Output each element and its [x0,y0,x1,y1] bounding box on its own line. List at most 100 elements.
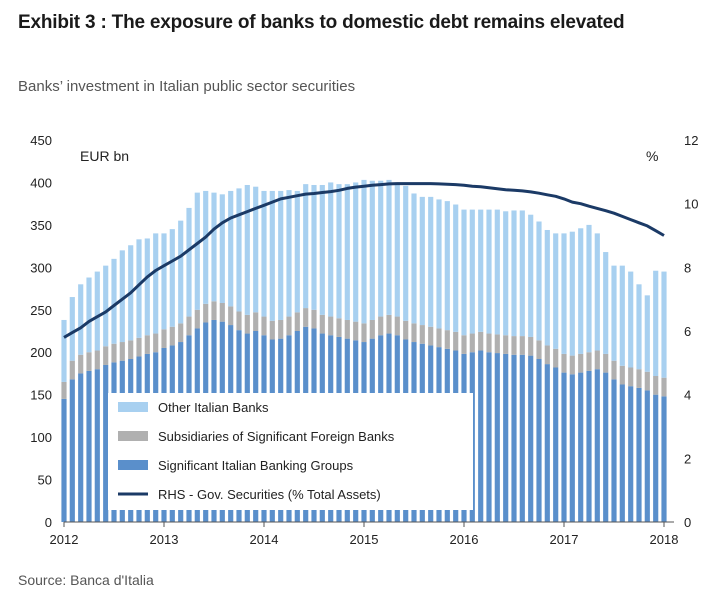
bar-significant [586,370,592,522]
bar-other [244,184,250,315]
bar-other [544,229,550,346]
legend-swatch-subsidiaries [118,431,148,441]
bar-other [261,190,267,317]
bar-subsidiaries [286,316,292,336]
bar-other [144,238,150,336]
bar-subsidiaries [611,360,617,380]
bar-subsidiaries [436,328,442,348]
bar-subsidiaries [269,320,275,340]
bar-subsidiaries [136,337,142,357]
bar-subsidiaries [294,312,300,331]
bar-other [111,258,117,344]
bar-subsidiaries [419,325,425,344]
bar-subsidiaries [553,348,559,368]
bar-other [136,239,142,338]
bar-other [294,190,300,313]
bar-subsidiaries [203,303,209,323]
bar-significant [636,387,642,522]
bar-subsidiaries [444,330,450,349]
bar-other [69,297,75,361]
x-tick-label: 2017 [550,532,579,547]
bar-subsidiaries [528,336,534,356]
y-tick-label: 400 [30,175,52,190]
source-note: Source: Banca d'Italia [18,572,154,588]
bar-subsidiaries [361,323,367,343]
bar-significant [578,372,584,522]
bar-other [411,193,417,324]
bar-subsidiaries [394,316,400,336]
bar-subsidiaries [336,318,342,337]
bar-other [619,265,625,366]
bar-other [436,199,442,329]
bar-other [169,229,175,327]
bar-other [494,209,500,335]
bar-other [611,265,617,361]
bar-subsidiaries [128,340,134,360]
bar-subsidiaries [478,331,484,351]
bar-significant [486,352,492,522]
x-tick-label: 2013 [150,532,179,547]
y-tick-label: 50 [38,473,52,488]
bar-other [269,190,275,321]
legend-label-other: Other Italian Banks [158,400,269,415]
bar-significant [603,372,609,522]
bar-other [528,214,534,337]
bar-subsidiaries [636,369,642,388]
bar-other [319,184,325,315]
bar-significant [78,373,84,522]
bar-subsidiaries [569,355,575,375]
bar-significant [103,364,109,522]
bar-subsidiaries [561,353,567,373]
bar-other [469,209,475,334]
bar-subsidiaries [544,345,550,365]
bar-other [361,179,367,324]
y-tick-label: 0 [45,515,52,530]
legend: Other Italian Banks Subsidiaries of Sign… [108,393,473,510]
bar-subsidiaries [278,319,284,339]
bar-significant [594,369,600,522]
bar-other [328,182,334,317]
x-tick-label: 2015 [350,532,379,547]
bar-subsidiaries [161,329,167,348]
bar-significant [478,350,484,522]
y2-tick-label: 10 [684,197,698,212]
y-tick-label: 200 [30,345,52,360]
bar-other [419,196,425,326]
bar-subsidiaries [69,360,75,380]
bar-subsidiaries [253,312,259,331]
bar-subsidiaries [603,353,609,373]
bar-other [478,209,484,332]
y-tick-label: 300 [30,260,52,275]
bar-other [211,192,217,302]
bar-significant [519,354,525,522]
bar-other [628,271,634,368]
bar-subsidiaries [628,367,634,387]
x-tick-label: 2018 [650,532,679,547]
bar-other [303,184,309,309]
legend-label-significant: Significant Italian Banking Groups [158,458,354,473]
bar-subsidiaries [494,334,500,354]
bar-other [203,190,209,304]
bar-subsidiaries [644,371,650,391]
bar-significant [94,369,100,522]
bar-other [403,185,409,321]
bar-other [236,188,242,312]
bar-other [369,180,375,320]
bar-significant [644,390,650,522]
bar-other [486,209,492,334]
bar-other [219,194,225,303]
bar-significant [569,374,575,522]
right-unit-label: % [646,148,658,164]
bar-other [519,210,525,337]
bar-other [119,250,125,343]
x-tick-label: 2012 [50,532,79,547]
bar-subsidiaries [353,321,359,341]
bar-subsidiaries [403,320,409,340]
axes-layer: 0 50 100 150 200 250 300 350 400 450 0 2 4 6 8 10 12 2012… [30,133,698,547]
legend-label-subsidiaries: Subsidiaries of Significant Foreign Bank… [158,429,395,444]
bar-subsidiaries [378,316,384,336]
rhs-series-line [63,182,665,339]
bar-significant [528,355,534,522]
bar-subsidiaries [178,323,184,343]
bar-other [603,252,609,354]
